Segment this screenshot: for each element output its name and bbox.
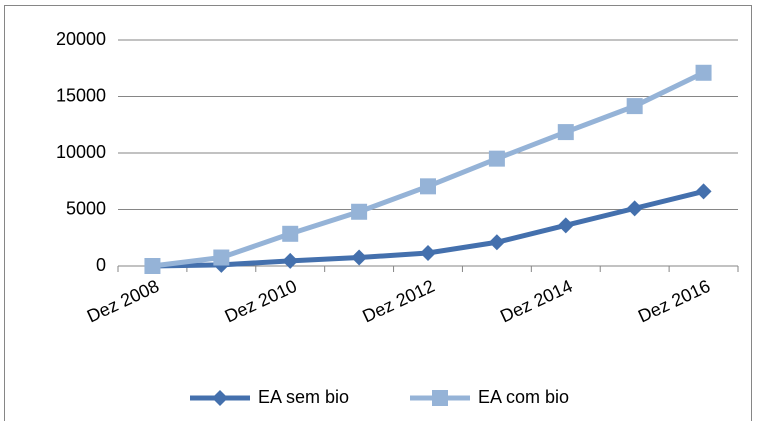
marker [351,203,368,220]
marker [626,200,643,217]
legend-marker [432,390,448,406]
y-tick-label: 5000 [66,198,106,218]
marker [557,124,574,141]
marker [420,245,436,262]
legend-label: EA com bio [478,387,569,407]
marker [488,234,505,251]
marker [282,225,299,242]
y-tick-label: 20000 [56,29,106,49]
legend-label: EA sem bio [258,387,349,407]
legend-marker [212,390,228,406]
marker [488,150,505,167]
y-tick-label: 10000 [56,142,106,162]
marker [626,98,643,115]
marker [695,183,712,200]
marker [420,178,436,195]
chart-border [4,5,752,421]
marker [557,217,574,234]
y-tick-label: 0 [96,255,106,275]
y-tick-label: 15000 [56,85,106,105]
marker [213,249,230,266]
marker [351,249,368,266]
marker [695,64,712,81]
marker [144,258,161,274]
marker [282,252,299,269]
